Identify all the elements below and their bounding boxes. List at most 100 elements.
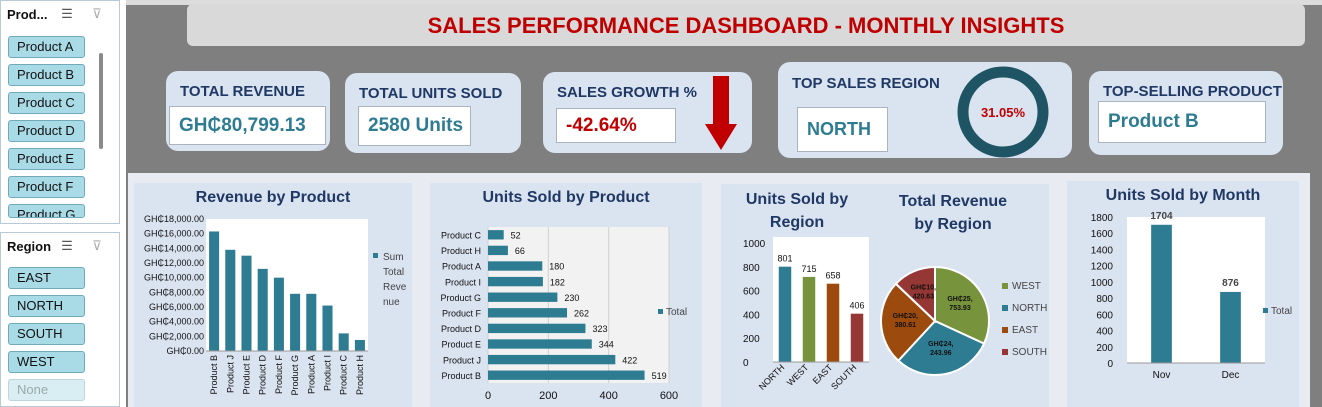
legend-label: SOUTH <box>1012 347 1047 358</box>
y-tick-label: 1800 <box>1091 213 1114 224</box>
multi-select-icon[interactable]: ☰ <box>61 6 73 21</box>
slicer-item-product-d[interactable]: Product D <box>8 120 85 142</box>
kpi-label: TOTAL REVENUE <box>180 83 306 100</box>
product-slicer: Prod... ☰ ⊽ Product A Product B Product C P… <box>0 0 120 224</box>
y-tick-label: GH₵16,000.00 <box>144 229 204 239</box>
data-label: 182 <box>550 277 565 287</box>
pie-data-label: GH₵25, <box>947 295 972 303</box>
legend-label: NORTH <box>1012 303 1047 314</box>
chart-title: Units Sold by Month <box>1105 187 1261 204</box>
slicer-item-product-e[interactable]: Product E <box>8 148 85 170</box>
legend-swatch <box>1002 283 1008 289</box>
kpi-label: TOTAL UNITS SOLD <box>359 85 503 102</box>
revenue-by-product-chart: Revenue by Product GH₵18,000.00 GH₵16,000… <box>134 183 412 407</box>
data-label: 876 <box>1222 278 1239 289</box>
legend-label: Total <box>383 267 404 278</box>
slicer-item-product-a[interactable]: Product A <box>8 36 85 58</box>
legend-swatch <box>1002 349 1008 355</box>
region-share-label: 31.05% <box>981 105 1026 120</box>
y-tick-label: GH₵0.00 <box>166 346 204 356</box>
kpi-label: SALES GROWTH % <box>557 84 698 101</box>
x-tick-label: 200 <box>539 390 557 402</box>
y-tick-label: GH₵12,000.00 <box>144 258 204 268</box>
x-tick-label: Product I <box>323 355 333 391</box>
region-charts-panel: Units Sold by Region Total Revenue by Re… <box>721 184 1049 407</box>
bar <box>488 245 508 256</box>
legend-label: Total <box>666 307 687 318</box>
kpi-label: TOP SALES REGION <box>792 75 940 92</box>
bar <box>778 266 792 362</box>
product-slicer-title: Prod... <box>7 7 48 22</box>
bar <box>1220 291 1241 363</box>
x-tick-label: Product E <box>242 355 252 395</box>
y-tick-label: GH₵14,000.00 <box>144 243 204 253</box>
bar <box>826 283 840 362</box>
bar <box>306 293 317 351</box>
revenue-by-region-title: Total Revenue by Region <box>873 190 1033 236</box>
slicer-item-west[interactable]: WEST <box>8 351 85 373</box>
x-tick-label: Product H <box>355 355 365 395</box>
y-tick-label: GH₵6,000.00 <box>149 302 204 312</box>
y-tick-label: 800 <box>1096 294 1113 305</box>
x-tick-label: 400 <box>599 390 617 402</box>
bar <box>354 340 365 351</box>
x-tick-label: Product F <box>274 354 284 394</box>
y-tick-label: 200 <box>1096 343 1113 354</box>
units-by-product-plot: 0 200 400 600 52 Product C 66 Product H 180 Produ… <box>440 227 687 402</box>
legend-swatch <box>1263 308 1268 313</box>
bar <box>488 354 616 365</box>
clear-filter-icon[interactable]: ⊽ <box>92 6 102 21</box>
y-tick-label: GH₵10,000.00 <box>144 273 204 283</box>
slicer-item-south[interactable]: SOUTH <box>8 323 85 345</box>
bar <box>241 255 252 351</box>
legend-label: Sum <box>383 252 404 263</box>
pie-data-label: GH₵24, <box>928 340 953 348</box>
pie-slice <box>880 282 937 363</box>
slicer-item-north[interactable]: NORTH <box>8 295 85 317</box>
pie-data-label: 753.93 <box>949 305 971 312</box>
data-label: 52 <box>511 230 521 240</box>
slicer-scrollbar[interactable] <box>99 53 103 149</box>
bar <box>209 231 220 351</box>
y-tick-label: GH₵18,000.00 <box>144 214 204 224</box>
clear-filter-icon[interactable]: ⊽ <box>92 238 102 253</box>
kpi-value: NORTH <box>797 107 888 152</box>
legend-swatch <box>658 309 663 314</box>
kpi-value: 2580 Units <box>358 106 471 146</box>
slicer-item-product-b[interactable]: Product B <box>8 64 85 86</box>
bar <box>488 276 543 287</box>
bar <box>488 323 586 334</box>
data-label: 1704 <box>1150 211 1173 222</box>
slicer-item-product-g[interactable]: Product G <box>8 204 85 218</box>
bar <box>322 305 333 351</box>
y-tick-label: 600 <box>1096 310 1113 321</box>
kpi-label: TOP-SELLING PRODUCT <box>1103 83 1282 100</box>
down-arrow-icon <box>705 76 737 150</box>
kpi-total-revenue: TOTAL REVENUE GH₵80,799.13 <box>166 71 330 151</box>
slicer-item-product-f[interactable]: Product F <box>8 176 85 198</box>
pie-data-label: 380.61 <box>895 322 917 329</box>
slicer-item-east[interactable]: EAST <box>8 267 85 289</box>
data-label: 66 <box>515 246 525 256</box>
y-tick-label: 0 <box>743 358 749 369</box>
y-tick-label: Product J <box>443 355 481 365</box>
chart-title-line: Region <box>769 214 825 231</box>
x-tick-label: SOUTH <box>829 362 858 391</box>
y-tick-label: 800 <box>743 263 760 274</box>
y-tick-label: GH₵2,000.00 <box>149 331 204 341</box>
kpi-sales-growth: SALES GROWTH % -42.64% <box>543 72 752 153</box>
bar <box>273 277 284 351</box>
bar <box>488 339 592 349</box>
pie-slice <box>896 319 986 376</box>
y-tick-label: 400 <box>1096 327 1113 338</box>
x-tick-label: 600 <box>660 390 678 402</box>
pie-data-label: 243.96 <box>930 350 952 357</box>
multi-select-icon[interactable]: ☰ <box>61 238 73 253</box>
x-tick-label: Product D <box>258 355 268 396</box>
y-tick-label: Product C <box>441 230 482 240</box>
slicer-item-none[interactable]: None <box>8 379 85 401</box>
y-tick-label: 1000 <box>1091 278 1114 289</box>
x-tick-label: 0 <box>485 390 491 402</box>
kpi-value: Product B <box>1098 101 1266 143</box>
slicer-item-product-c[interactable]: Product C <box>8 92 85 114</box>
